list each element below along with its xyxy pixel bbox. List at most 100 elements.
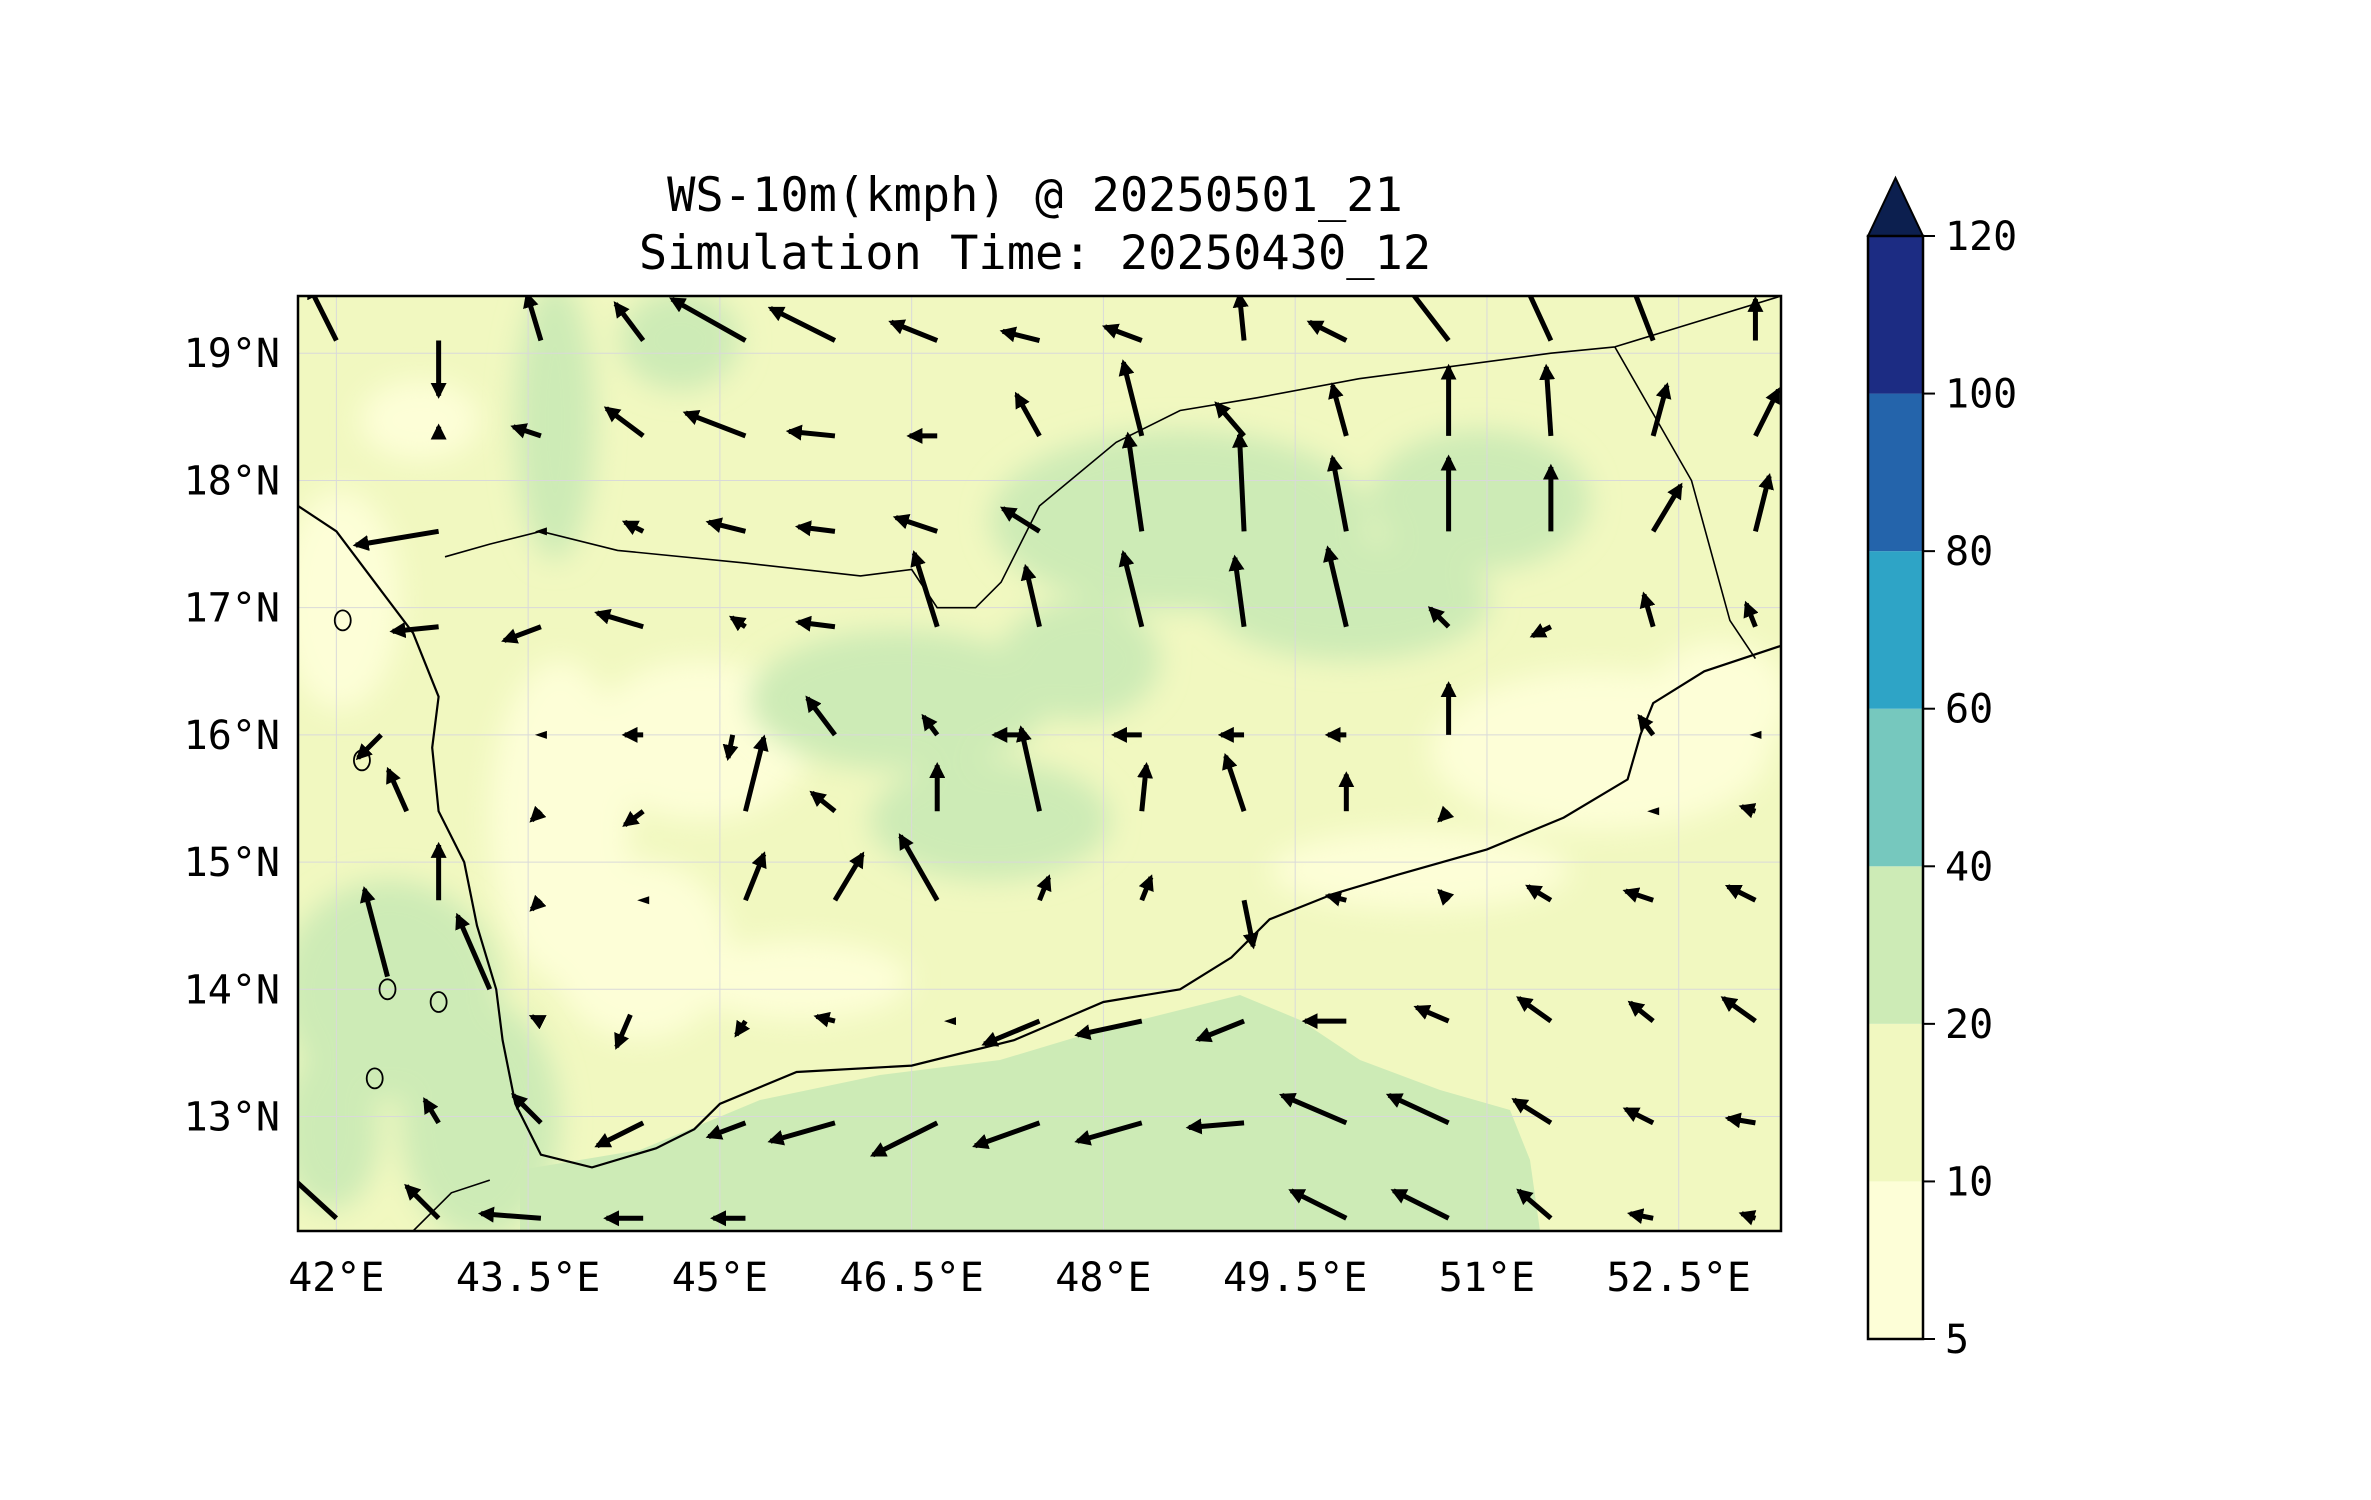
lat-tick-label: 16°N xyxy=(184,713,280,759)
wind-vector xyxy=(1437,805,1455,823)
wind-vector xyxy=(1074,1120,1143,1146)
lon-tick-label: 45°E xyxy=(672,1255,768,1301)
wind-vector xyxy=(728,615,747,632)
wind-vector xyxy=(594,608,644,630)
wind-vector xyxy=(813,1011,836,1028)
wind-vector xyxy=(1195,1018,1245,1043)
wind-vector xyxy=(1753,387,1781,438)
wind-vector xyxy=(385,766,409,813)
lat-tick-label: 17°N xyxy=(184,586,280,632)
wind-vector xyxy=(705,517,747,534)
title-line-1: WS-10m(kmph) @ 20250501_21 xyxy=(667,168,1403,223)
longitude-ticks: 42°E 43.5°E 45°E 46.5°E 48°E 49.5°E 51°E 52.5°E xyxy=(288,1255,1751,1301)
lon-tick-label: 42°E xyxy=(288,1255,384,1301)
wind-vector xyxy=(1222,752,1247,812)
lon-tick-label: 51°E xyxy=(1439,1255,1535,1301)
wind-vector xyxy=(1241,899,1259,950)
wind-vector xyxy=(1651,482,1683,533)
wind-vector xyxy=(743,734,769,812)
wind-vector xyxy=(1118,359,1145,437)
wind-vector xyxy=(1622,887,1654,903)
wind-vector xyxy=(523,296,544,342)
wind-vector xyxy=(613,301,646,343)
wind-vector xyxy=(1527,296,1554,342)
border-lines xyxy=(412,296,1781,1231)
wind-vector xyxy=(794,520,836,537)
wind-vector xyxy=(1724,1112,1756,1129)
wind-vector xyxy=(477,1206,542,1223)
lat-tick-label: 14°N xyxy=(184,967,280,1013)
colorbar-label: 100 xyxy=(1945,372,2017,418)
wind-vector xyxy=(404,1183,441,1221)
wind-vector xyxy=(1327,454,1349,532)
wind-vector xyxy=(1328,382,1349,437)
wind-vector xyxy=(1016,725,1042,812)
wind-vector xyxy=(298,1179,339,1221)
wind-vector xyxy=(360,886,390,978)
colorbar-segment xyxy=(1868,1023,1923,1182)
wind-vector xyxy=(1385,1093,1450,1126)
wind-vector xyxy=(1743,600,1759,628)
wind-vector xyxy=(511,1093,543,1125)
colorbar-label: 80 xyxy=(1945,529,1993,575)
wind-vector xyxy=(1753,473,1774,532)
wind-vector xyxy=(1427,606,1451,629)
wind-vector xyxy=(1232,431,1249,532)
colorbar-label: 5 xyxy=(1945,1317,1969,1363)
wind-vector xyxy=(1413,1004,1450,1024)
island-outline xyxy=(378,978,397,1001)
lon-tick-label: 43.5°E xyxy=(456,1255,601,1301)
wind-vector xyxy=(1411,296,1451,343)
wind-vector xyxy=(1511,1097,1553,1125)
colorbar: 5 10 20 40 60 80 100 120 xyxy=(1866,175,2017,1363)
colorbar-segment xyxy=(1868,393,1923,552)
wind-vector xyxy=(1288,1188,1348,1221)
wind-vector xyxy=(743,851,767,902)
wind-vector xyxy=(510,423,542,439)
wind-vector xyxy=(594,1120,645,1149)
wind-vector xyxy=(869,1120,939,1158)
island-outline xyxy=(365,1067,384,1090)
colorbar-segment xyxy=(1868,708,1923,867)
wind-vector xyxy=(352,528,440,551)
wind-vector xyxy=(1749,730,1762,739)
wind-vector xyxy=(621,519,645,536)
colorbar-segment xyxy=(1868,866,1923,1024)
title-line-2: Simulation Time: 20250430_12 xyxy=(638,226,1432,281)
colorbar-label: 40 xyxy=(1945,844,1993,890)
wind-vector xyxy=(722,734,739,762)
wind-vector xyxy=(1639,591,1656,628)
wind-vector xyxy=(1738,803,1757,819)
lat-tick-label: 15°N xyxy=(184,840,280,886)
wind-vector xyxy=(455,912,493,991)
wind-vector xyxy=(614,1013,633,1050)
lat-tick-label: 19°N xyxy=(184,331,280,377)
wind-vector xyxy=(1539,363,1556,437)
lat-tick-label: 18°N xyxy=(184,458,280,504)
wind-vector xyxy=(1720,996,1757,1024)
lon-tick-label: 48°E xyxy=(1055,1255,1151,1301)
wind-vector xyxy=(307,296,339,342)
border-path xyxy=(444,346,1615,609)
wind-vector xyxy=(1738,1210,1757,1226)
lon-tick-label: 46.5°E xyxy=(839,1255,984,1301)
wind-vector xyxy=(1020,563,1042,628)
island-outline xyxy=(429,991,448,1013)
wind-vector xyxy=(1306,319,1348,343)
lat-tick-label: 13°N xyxy=(184,1095,280,1141)
wind-vector xyxy=(1323,545,1349,628)
lon-tick-label: 52.5°E xyxy=(1606,1255,1751,1301)
wind-vector xyxy=(785,424,836,441)
wind-vector xyxy=(1014,391,1042,438)
wind-vector xyxy=(1516,1188,1553,1221)
colorbar-segment xyxy=(1868,1181,1923,1339)
wind-vector xyxy=(389,622,439,639)
wind-vector xyxy=(892,513,939,534)
wind-vector xyxy=(355,733,383,761)
colorbar-extend-arrow xyxy=(1866,175,1925,237)
coastline xyxy=(298,504,1781,1169)
wind-vector xyxy=(972,1120,1041,1150)
colorbar-label: 10 xyxy=(1945,1159,1993,1205)
wind-vector xyxy=(1529,623,1552,639)
